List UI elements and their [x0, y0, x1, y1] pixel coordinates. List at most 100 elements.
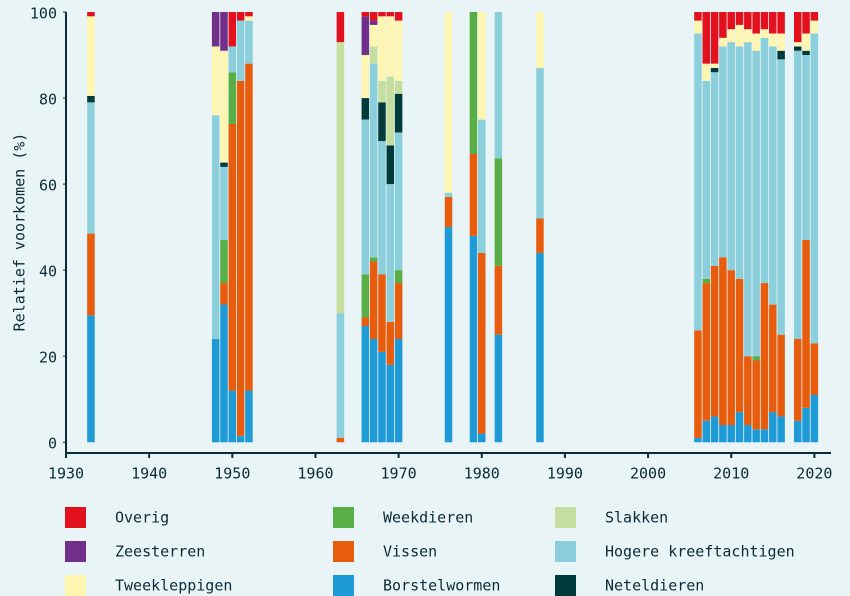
- bar-segment: [802, 240, 810, 408]
- bar-segment: [727, 270, 735, 426]
- bar-segment: [369, 261, 378, 339]
- bar-segment: [386, 16, 395, 77]
- bar-segment: [744, 42, 752, 357]
- bar-segment: [220, 12, 228, 51]
- bar-segment: [793, 338, 802, 421]
- bar-segment: [793, 50, 802, 339]
- bar-segment: [228, 12, 237, 47]
- bar-segment: [793, 420, 802, 443]
- bar-segment: [211, 338, 220, 443]
- bar-segment: [394, 283, 403, 339]
- bar-segment: [220, 304, 228, 443]
- bar-segment: [378, 141, 386, 275]
- bar-segment: [810, 343, 819, 395]
- bar-segment: [245, 12, 253, 17]
- legend-label: Weekdieren: [383, 509, 473, 527]
- bar-segment: [336, 12, 345, 43]
- bar-segment: [361, 326, 370, 443]
- bar-segment: [735, 46, 744, 279]
- bar-segment: [87, 102, 95, 234]
- bar-segment: [777, 33, 785, 51]
- bar-segment: [694, 20, 702, 34]
- legend-swatch: [65, 575, 86, 596]
- bar-segment: [702, 80, 711, 279]
- x-tick-label: 2010: [713, 465, 749, 483]
- bar-segment: [702, 63, 711, 81]
- bar-segment: [228, 72, 237, 124]
- legend-swatch: [333, 575, 354, 596]
- bar-segment: [494, 265, 503, 335]
- x-tick-label: 2000: [630, 465, 666, 483]
- legend-swatch: [555, 541, 576, 562]
- bar-segment: [336, 42, 345, 314]
- bar-segment: [802, 407, 810, 443]
- bar-segment: [769, 412, 777, 443]
- bar-segment: [793, 46, 802, 51]
- bar-segment: [444, 12, 453, 193]
- bar-segment: [378, 16, 386, 81]
- bar-segment: [719, 425, 727, 443]
- y-tick-label: 60: [39, 177, 57, 195]
- legend-label: Overig: [115, 509, 169, 527]
- bar-segment: [810, 12, 819, 21]
- bar-segment: [810, 20, 819, 34]
- bar-segment: [378, 351, 386, 443]
- bar-segment: [744, 356, 752, 426]
- bar-segment: [777, 59, 785, 335]
- bar-segment: [369, 338, 378, 443]
- bar-segment: [369, 257, 378, 262]
- y-tick-label: 20: [39, 349, 57, 367]
- legend-swatch: [333, 507, 354, 528]
- bar-segment: [444, 192, 453, 198]
- bar-segment: [369, 46, 378, 64]
- bar-segment: [245, 63, 253, 391]
- bar-segment: [220, 240, 228, 284]
- bar-segment: [87, 233, 95, 316]
- bar-segment: [710, 67, 719, 73]
- bar-segment: [336, 437, 345, 443]
- bar-segment: [394, 80, 403, 94]
- bar-segment: [735, 24, 744, 47]
- bar-segment: [536, 67, 544, 219]
- legend-swatch: [555, 575, 576, 596]
- bar-segment: [727, 42, 735, 271]
- bar-segment: [694, 12, 702, 21]
- bar-segment: [87, 95, 95, 103]
- bar-segment: [444, 227, 453, 443]
- bar-segment: [386, 364, 395, 443]
- bar-segment: [710, 72, 719, 266]
- bar-segment: [735, 278, 744, 413]
- bar-segment: [361, 12, 370, 17]
- bar-segment: [694, 330, 702, 438]
- bar-segment: [702, 12, 711, 64]
- bar-segment: [536, 12, 544, 68]
- bar-segment: [394, 93, 403, 133]
- x-tick-label: 1970: [381, 465, 417, 483]
- bar-segment: [361, 98, 370, 120]
- bar-segment: [494, 334, 503, 443]
- bar-segment: [378, 12, 386, 17]
- bar-segment: [752, 356, 760, 361]
- bar-segment: [228, 123, 237, 391]
- bar-segment: [494, 158, 503, 266]
- bar-segment: [769, 12, 777, 34]
- bar-segment: [245, 390, 253, 443]
- bar-segment: [336, 313, 345, 438]
- bar-segment: [369, 20, 378, 25]
- bar-segment: [394, 12, 403, 21]
- bar-segment: [727, 29, 735, 43]
- bar-segment: [236, 12, 245, 21]
- bar-segment: [802, 50, 810, 56]
- bar-segment: [735, 12, 744, 25]
- bar-segment: [810, 33, 819, 344]
- bar-segment: [386, 145, 395, 185]
- bar-segment: [710, 265, 719, 417]
- bar-segment: [710, 12, 719, 64]
- bar-segment: [793, 12, 802, 43]
- bar-segment: [752, 50, 760, 357]
- bar-segment: [802, 55, 810, 241]
- bar-segment: [719, 12, 727, 38]
- x-tick-label: 1980: [464, 465, 500, 483]
- bar-segment: [220, 50, 228, 163]
- bar-segment: [760, 283, 769, 430]
